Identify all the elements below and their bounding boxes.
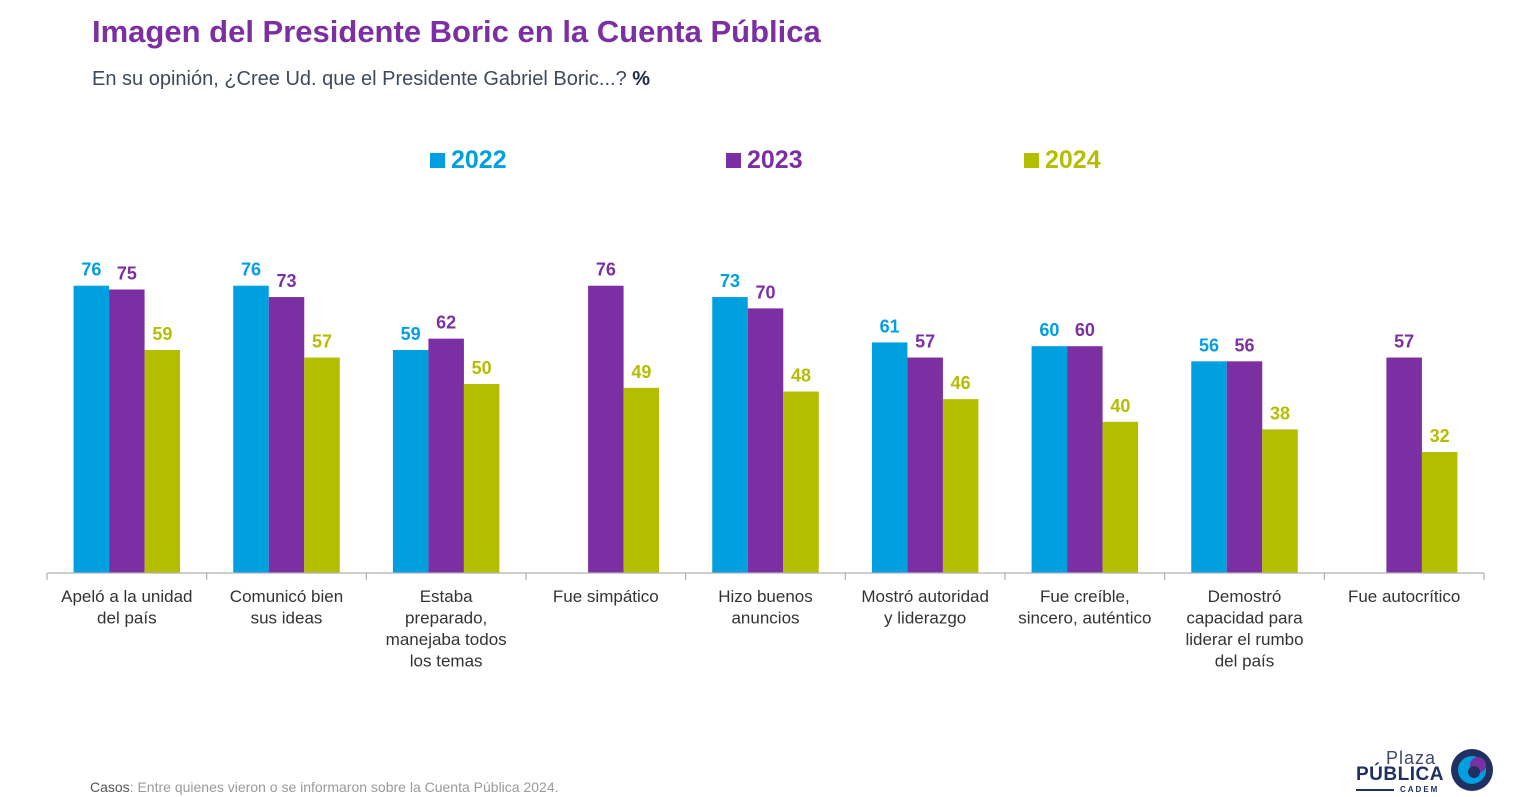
bar-2023-2	[268, 297, 305, 573]
legend-item-2023: 2023	[726, 146, 803, 175]
subtitle-unit: %	[632, 68, 651, 90]
legend-swatch-2022	[430, 153, 445, 168]
bar-2022-8	[1191, 361, 1227, 573]
value-label-2023-2: 73	[276, 271, 296, 291]
bar-2022-5	[712, 297, 748, 573]
logo-publica-text: PÚBLICA	[1356, 764, 1444, 785]
bar-2024-8	[1262, 429, 1298, 573]
value-label-2024-5: 48	[791, 366, 811, 386]
value-label-2022-8: 56	[1199, 335, 1219, 355]
category-label-2: Comunicó bien	[230, 587, 343, 606]
value-label-2023-4: 76	[596, 260, 616, 280]
value-label-2023-9: 57	[1394, 332, 1414, 352]
value-label-2023-1: 75	[117, 264, 137, 284]
bar-2023-4	[588, 285, 624, 573]
category-label-8: del país	[1215, 652, 1275, 671]
category-label-5: anuncios	[731, 609, 799, 628]
bar-2024-1	[144, 349, 181, 573]
bar-2024-5	[783, 391, 819, 573]
category-label-8: capacidad para	[1186, 609, 1303, 628]
legend-item-2022: 2022	[430, 146, 507, 175]
footer-note: Casos: Entre quienes vieron o se informa…	[90, 779, 559, 795]
category-label-3: preparado,	[405, 609, 487, 628]
category-label-6: Mostró autoridad	[861, 587, 989, 606]
bar-2022-6	[871, 342, 908, 573]
legend-label-2024: 2024	[1045, 146, 1101, 174]
legend-swatch-2024	[1024, 153, 1039, 168]
value-label-2023-7: 60	[1075, 320, 1095, 340]
bar-2023-3	[428, 338, 464, 573]
bar-2024-6	[942, 399, 979, 573]
bar-2022-7	[1031, 346, 1068, 573]
category-label-8: Demostró	[1208, 587, 1282, 606]
plaza-publica-logo: Plaza PÚBLICA CADEM	[1352, 748, 1502, 794]
bar-2023-5	[747, 308, 784, 573]
footer-label: Casos	[90, 779, 130, 795]
value-label-2024-6: 46	[951, 373, 971, 393]
footer-text: : Entre quienes vieron o se informaron s…	[129, 779, 559, 795]
logo-cadem-text: CADEM	[1400, 785, 1440, 794]
value-label-2022-3: 59	[401, 324, 421, 344]
category-label-2: sus ideas	[251, 609, 323, 628]
value-label-2022-2: 76	[241, 260, 261, 280]
value-label-2022-6: 61	[880, 316, 900, 336]
bar-2023-7	[1067, 346, 1103, 573]
category-label-9: Fue autocrítico	[1348, 587, 1460, 606]
category-label-7: sincero, auténtico	[1018, 609, 1151, 628]
bar-chart: 76 75 59 Apeló a la unidad del país 76 73 57 Com…	[46, 260, 1485, 671]
category-label-7: Fue creíble,	[1040, 587, 1130, 606]
subtitle-question: En su opinión, ¿Cree Ud. que el Presiden…	[92, 68, 627, 90]
value-label-2023-5: 70	[755, 282, 775, 302]
logo-underline	[1356, 789, 1394, 791]
legend-label-2022: 2022	[451, 146, 507, 174]
category-label-3: Estaba	[420, 587, 473, 606]
value-label-2024-7: 40	[1110, 396, 1130, 416]
value-label-2023-8: 56	[1234, 335, 1254, 355]
value-label-2022-1: 76	[81, 260, 101, 280]
logo-plaza-text: Plaza	[1386, 748, 1437, 768]
chart-subtitle: En su opinión, ¿Cree Ud. que el Presiden…	[92, 68, 650, 91]
category-label-8: liderar el rumbo	[1185, 630, 1303, 649]
category-label-1: Apeló a la unidad	[61, 587, 192, 606]
category-label-3: los temas	[410, 652, 483, 671]
legend-item-2024: 2024	[1024, 146, 1101, 175]
category-label-4: Fue simpático	[553, 587, 659, 606]
bar-2024-3	[463, 384, 500, 573]
bar-2022-3	[392, 349, 429, 573]
value-label-2024-3: 50	[472, 358, 492, 378]
category-label-3: manejaba todos	[386, 630, 507, 649]
bar-2024-2	[304, 357, 340, 573]
bar-2024-9	[1421, 452, 1458, 573]
value-label-2024-2: 57	[312, 332, 332, 352]
value-label-2022-7: 60	[1039, 320, 1059, 340]
category-label-5: Hizo buenos	[718, 587, 813, 606]
bar-2023-8	[1226, 361, 1263, 573]
value-label-2022-5: 73	[720, 271, 740, 291]
bar-2022-2	[233, 285, 269, 573]
value-label-2024-1: 59	[152, 324, 172, 344]
value-label-2023-6: 57	[915, 332, 935, 352]
logo-mark-icon	[1451, 749, 1493, 791]
bar-2024-4	[623, 387, 660, 573]
legend-swatch-2023	[726, 153, 741, 168]
category-label-6: y liderazgo	[884, 609, 966, 628]
value-label-2024-8: 38	[1270, 403, 1290, 423]
chart-title: Imagen del Presidente Boric en la Cuenta…	[92, 14, 821, 49]
bar-2023-6	[907, 357, 943, 573]
bar-2023-1	[109, 289, 145, 573]
value-label-2024-9: 32	[1430, 426, 1450, 446]
value-label-2023-3: 62	[436, 313, 456, 333]
bar-2024-7	[1102, 421, 1139, 573]
value-label-2024-4: 49	[631, 362, 651, 382]
legend-label-2023: 2023	[747, 146, 803, 174]
category-label-1: del país	[97, 609, 157, 628]
bar-2023-9	[1386, 357, 1422, 573]
bar-2022-1	[73, 285, 110, 573]
